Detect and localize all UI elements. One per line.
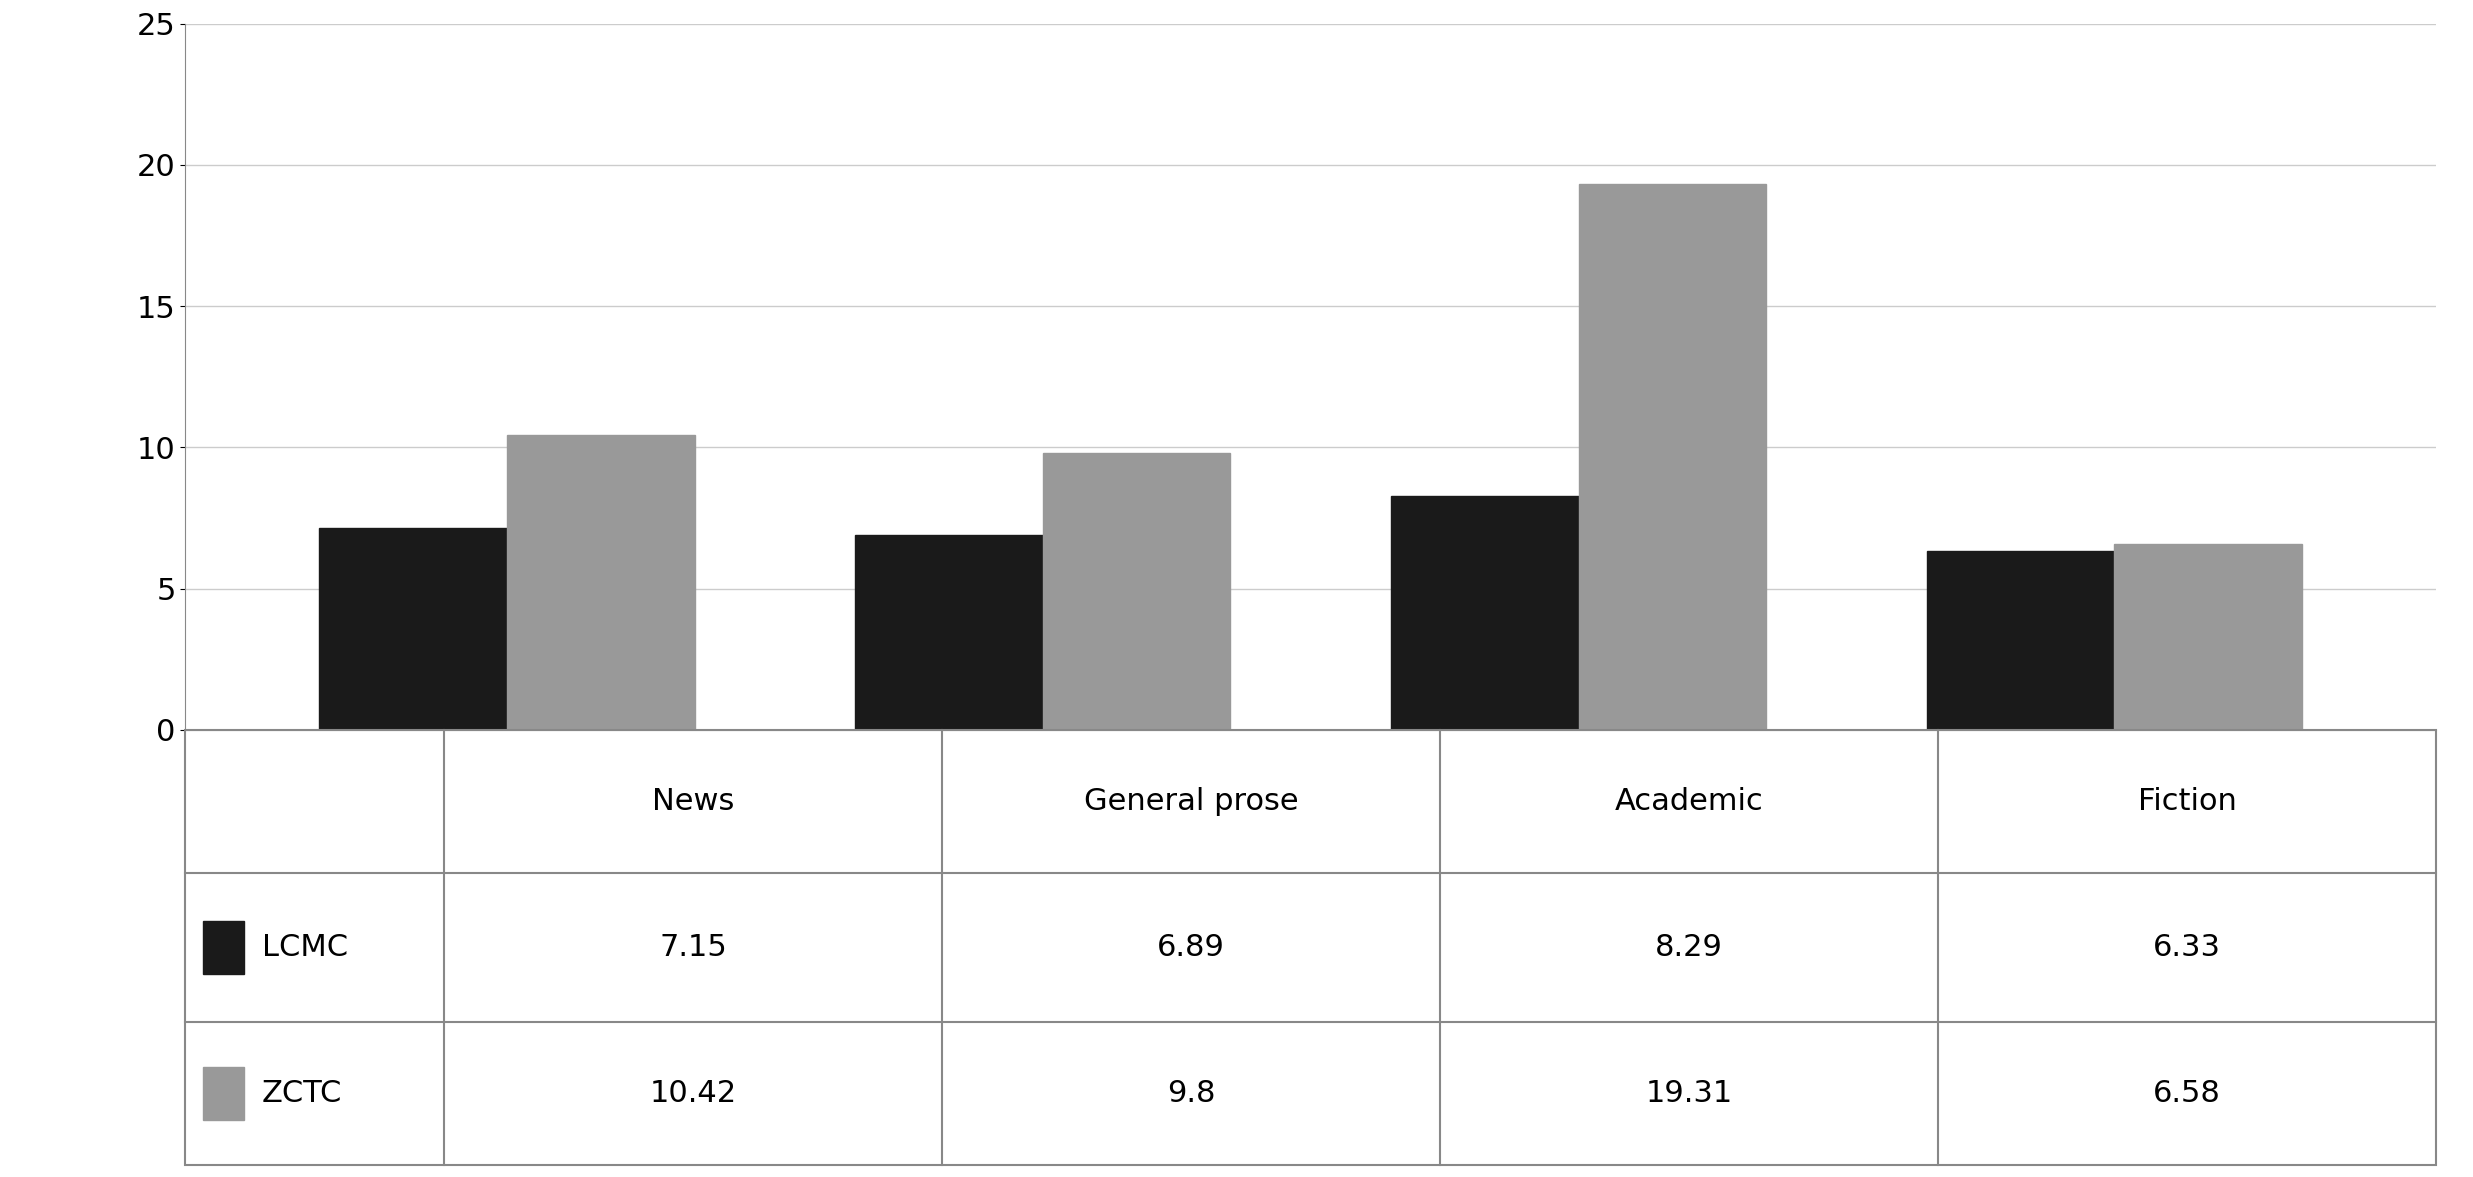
Bar (203, 1068, 245, 1119)
Bar (507, 435, 695, 730)
Bar (1926, 551, 2114, 730)
Text: News: News (653, 787, 734, 816)
Text: Academic: Academic (1615, 787, 1763, 816)
Text: General prose: General prose (1083, 787, 1298, 816)
Text: 10.42: 10.42 (650, 1079, 737, 1108)
Text: 9.8: 9.8 (1167, 1079, 1214, 1108)
Bar (1390, 496, 1578, 730)
Bar (1044, 453, 1229, 730)
Bar (203, 922, 245, 973)
Text: 7.15: 7.15 (660, 933, 727, 962)
Bar (856, 536, 1044, 730)
Text: 6.89: 6.89 (1157, 933, 1224, 962)
Bar (2114, 544, 2302, 730)
Text: 19.31: 19.31 (1645, 1079, 1734, 1108)
Bar (319, 527, 507, 730)
Text: Fiction: Fiction (2137, 787, 2236, 816)
Text: 6.33: 6.33 (2154, 933, 2221, 962)
Text: 6.58: 6.58 (2154, 1079, 2221, 1108)
Text: ZCTC: ZCTC (262, 1079, 341, 1108)
Text: 8.29: 8.29 (1654, 933, 1724, 962)
Text: LCMC: LCMC (262, 933, 349, 962)
Bar (1578, 185, 1766, 730)
